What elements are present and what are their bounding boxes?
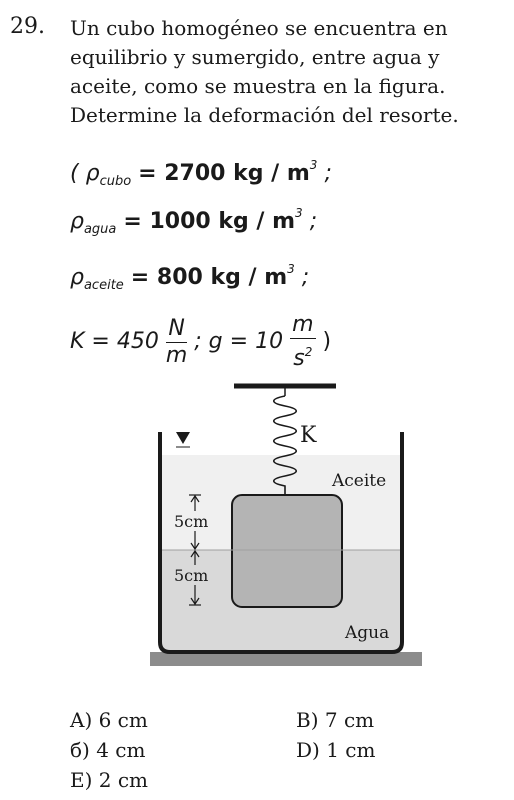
water-density-value: = 1000 kg / m — [123, 209, 296, 234]
unit-fraction-n-per-m: N m — [165, 316, 188, 369]
fraction-denominator: s2 — [293, 345, 313, 371]
question-statement: Un cubo homogéneo se encuentra en equili… — [70, 14, 510, 130]
density-oil: ρaceite = 800 kg / m3 ; — [70, 262, 309, 293]
arrow-up-icon — [190, 494, 200, 503]
option-c[interactable]: б) 4 cm — [70, 738, 146, 762]
spring-label: K — [300, 423, 317, 448]
physics-figure: K Aceite Agua 5cm 5cm — [150, 383, 422, 666]
exponent: 3 — [309, 158, 318, 172]
rho-symbol: ρ — [85, 161, 100, 186]
constants-line: K = 450 N m ; g = 10 m s2 ) — [70, 312, 331, 372]
semicolon: ; — [301, 265, 310, 290]
dimension-top-label-bg — [173, 511, 217, 531]
oil-density-value: = 800 kg / m — [130, 265, 288, 290]
cube-density-value: = 2700 kg / m — [138, 161, 310, 186]
statement-line: Un cubo homogéneo se encuentra en — [70, 16, 448, 40]
exponent: 3 — [295, 206, 303, 220]
density-water: ρagua = 1000 kg / m3 ; — [70, 206, 317, 237]
oil-subscript: aceite — [83, 278, 124, 293]
semicolon: ; — [309, 209, 318, 234]
statement-line: equilibrio y sumergido, entre agua y — [70, 45, 440, 69]
spring-constant: K = 450 — [70, 329, 159, 354]
gravity: ; g = 10 — [194, 329, 284, 354]
close-paren: ) — [322, 329, 332, 354]
dimension-bottom-label-bg — [173, 565, 217, 585]
option-a[interactable]: A) 6 cm — [70, 708, 148, 732]
ground — [150, 652, 422, 666]
exponent: 3 — [287, 262, 295, 276]
spring — [272, 395, 298, 495]
fraction-numerator: N — [165, 316, 188, 343]
option-d[interactable]: D) 1 cm — [296, 738, 376, 762]
arrow-down-icon — [190, 542, 200, 551]
water-label: Agua — [344, 623, 389, 643]
open-paren: ( — [70, 161, 79, 186]
rho-symbol: ρ — [70, 209, 84, 234]
option-b[interactable]: B) 7 cm — [296, 708, 375, 732]
dimension-top-label: 5cm — [174, 512, 208, 531]
semicolon: ; — [324, 161, 332, 186]
option-e[interactable]: E) 2 cm — [70, 768, 149, 792]
unit-fraction-m-per-s2: m s2 — [290, 312, 316, 372]
density-cube: ( ρcubo = 2700 kg / m3 ; — [70, 158, 332, 189]
cube-subscript: cubo — [99, 174, 132, 189]
question-number: 29. — [10, 14, 45, 39]
oil-label: Aceite — [331, 471, 386, 491]
fraction-denominator: m — [165, 342, 188, 368]
cube — [231, 494, 343, 608]
fraction-numerator: m — [290, 312, 316, 339]
surface-marker-icon — [176, 432, 190, 444]
arrow-up-icon — [190, 549, 200, 558]
water-subscript: agua — [83, 222, 117, 237]
arrow-down-icon — [190, 597, 200, 606]
rho-symbol: ρ — [70, 265, 84, 290]
statement-line: Determine la deformación del resorte. — [70, 103, 459, 127]
dimension-bottom-label: 5cm — [174, 566, 208, 585]
container-outline — [158, 432, 404, 654]
statement-line: aceite, como se muestra en la figura. — [70, 74, 446, 98]
